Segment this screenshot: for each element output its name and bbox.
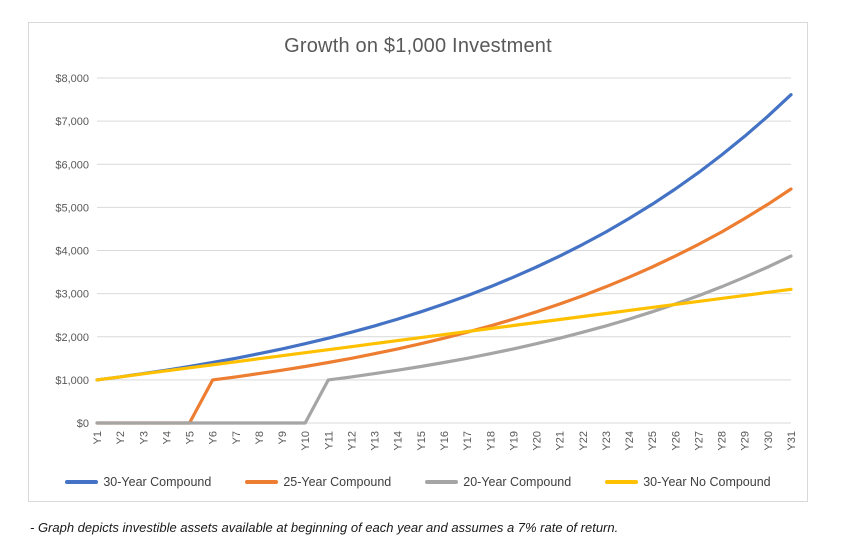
series-line-25-year-compound <box>95 187 793 425</box>
legend-item: 30-Year No Compound <box>605 475 771 489</box>
legend-item: 30-Year Compound <box>65 475 211 489</box>
legend-label: 20-Year Compound <box>463 475 572 489</box>
x-axis-tick-label: Y5 <box>185 431 197 444</box>
x-axis-tick-label: Y6 <box>208 431 220 444</box>
x-axis-tick-label: Y17 <box>462 431 474 451</box>
y-axis-tick-label: $8,000 <box>55 73 89 85</box>
legend-label: 30-Year No Compound <box>643 475 771 489</box>
series-line-30-year-no-compound <box>95 287 793 382</box>
plot-area: $0 $1,000 $2,000 $3,000 $4,000 $5,000 $6,000 $7… <box>55 73 798 451</box>
x-axis-tick-label: Y18 <box>485 431 497 451</box>
x-axis-tick-label: Y4 <box>161 431 173 444</box>
chart-footnote: - Graph depicts investible assets availa… <box>30 520 619 535</box>
x-axis-tick-label: Y30 <box>763 431 775 451</box>
series-line-30-year-compound <box>95 93 793 382</box>
y-axis-tick-label: $6,000 <box>55 159 89 171</box>
y-axis-tick-label: $3,000 <box>55 289 89 301</box>
x-axis-tick-label: Y25 <box>647 431 659 451</box>
legend-label: 30-Year Compound <box>103 475 212 489</box>
x-axis-tick-label: Y2 <box>115 431 127 444</box>
x-axis-tick-label: Y24 <box>624 431 636 451</box>
x-axis-tick-label: Y19 <box>508 431 520 451</box>
x-axis-tick-label: Y21 <box>555 431 567 451</box>
x-axis-tick-label: Y10 <box>300 431 312 451</box>
x-axis-tick-label: Y9 <box>277 431 289 444</box>
legend-line-marker <box>605 480 639 484</box>
x-axis-tick-label: Y28 <box>717 431 729 451</box>
x-axis-tick-label: Y3 <box>138 431 150 444</box>
x-axis-tick-label: Y20 <box>532 431 544 451</box>
x-axis-tick-label: Y31 <box>786 431 798 451</box>
chart-legend: 30-Year Compound 25-Year Compound 20-Year … <box>29 475 807 489</box>
y-axis-tick-label: $4,000 <box>55 246 89 258</box>
x-axis-tick-label: Y13 <box>370 431 382 451</box>
legend-item: 25-Year Compound <box>245 475 391 489</box>
legend-line-marker <box>425 480 459 484</box>
y-axis-tick-label: $1,000 <box>55 375 89 387</box>
legend-line-marker <box>65 480 99 484</box>
chart-container: Growth on $1,000 Investment $0 $1,000 $2,0… <box>28 22 808 502</box>
legend-item: 20-Year Compound <box>425 475 571 489</box>
y-axis-tick-label: $0 <box>77 418 89 430</box>
legend-line-marker <box>245 480 279 484</box>
x-axis-tick-label: Y29 <box>740 431 752 451</box>
y-axis-tick-label: $2,000 <box>55 332 89 344</box>
y-axis-tick-label: $7,000 <box>55 116 89 128</box>
x-axis-tick-label: Y15 <box>416 431 428 451</box>
x-axis-tick-label: Y16 <box>439 431 451 451</box>
x-axis-tick-label: Y8 <box>254 431 266 444</box>
chart-title: Growth on $1,000 Investment <box>284 35 552 57</box>
x-axis-tick-label: Y23 <box>601 431 613 451</box>
x-axis-tick-label: Y1 <box>92 431 104 444</box>
x-axis-tick-label: Y14 <box>393 431 405 451</box>
x-axis-tick-label: Y27 <box>693 431 705 451</box>
x-axis-tick-label: Y26 <box>670 431 682 451</box>
y-axis-tick-label: $5,000 <box>55 202 89 214</box>
x-axis-tick-label: Y12 <box>346 431 358 451</box>
legend-label: 25-Year Compound <box>283 475 392 489</box>
x-axis-tick-label: Y22 <box>578 431 590 451</box>
x-axis-tick-label: Y7 <box>231 431 243 444</box>
x-axis-tick-label: Y11 <box>323 431 335 450</box>
